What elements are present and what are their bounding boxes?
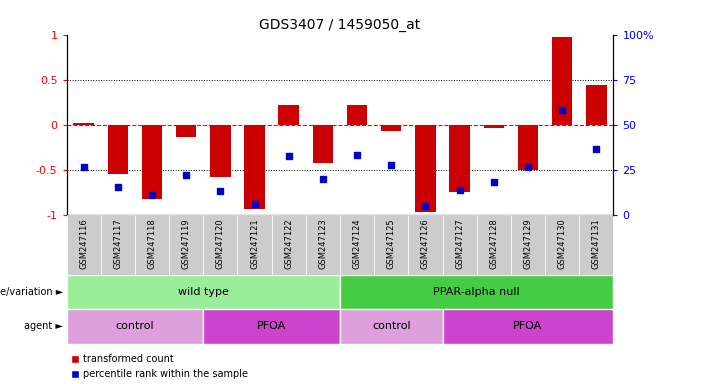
Bar (244, 125, 265, 209)
Bar (347, 105, 367, 125)
Bar (272, 215, 306, 275)
Text: GSM247123: GSM247123 (318, 218, 327, 269)
Bar (108, 125, 128, 174)
Bar (67, 309, 203, 344)
Text: GSM247125: GSM247125 (387, 218, 396, 269)
Bar (238, 215, 272, 275)
Bar (210, 125, 231, 177)
Bar (442, 215, 477, 275)
Bar (408, 215, 442, 275)
Title: GDS3407 / 1459050_at: GDS3407 / 1459050_at (259, 18, 421, 32)
Bar (442, 309, 613, 344)
Bar (74, 123, 94, 125)
Bar (67, 215, 101, 275)
Text: GSM247126: GSM247126 (421, 218, 430, 269)
Text: agent ►: agent ► (25, 321, 63, 331)
Legend: transformed count, percentile rank within the sample: transformed count, percentile rank withi… (72, 354, 248, 379)
Text: GSM247122: GSM247122 (284, 218, 293, 269)
Text: genotype/variation ►: genotype/variation ► (0, 287, 63, 297)
Bar (340, 215, 374, 275)
Bar (415, 125, 435, 212)
Bar (142, 125, 162, 199)
Bar (340, 309, 442, 344)
Text: GSM247116: GSM247116 (79, 218, 88, 269)
Bar (313, 125, 333, 163)
Bar (517, 125, 538, 170)
Text: control: control (116, 321, 154, 331)
Text: GSM247127: GSM247127 (455, 218, 464, 269)
Bar (135, 215, 169, 275)
Text: GSM247129: GSM247129 (524, 218, 533, 269)
Text: GSM247118: GSM247118 (147, 218, 156, 269)
Text: GSM247119: GSM247119 (182, 218, 191, 269)
Text: PFOA: PFOA (513, 321, 543, 331)
Bar (381, 125, 402, 131)
Bar (176, 125, 196, 137)
Bar (203, 309, 340, 344)
Bar (484, 125, 504, 128)
Text: GSM247120: GSM247120 (216, 218, 225, 269)
Bar (511, 215, 545, 275)
Text: control: control (372, 321, 411, 331)
Bar (278, 105, 299, 125)
Bar (306, 215, 340, 275)
Bar (477, 215, 511, 275)
Text: GSM247131: GSM247131 (592, 218, 601, 269)
Text: PPAR-alpha null: PPAR-alpha null (433, 287, 520, 297)
Bar (101, 215, 135, 275)
Bar (340, 275, 613, 309)
Text: wild type: wild type (178, 287, 229, 297)
Bar (203, 215, 238, 275)
Bar (579, 215, 613, 275)
Bar (67, 275, 340, 309)
Bar (586, 85, 606, 125)
Text: GSM247124: GSM247124 (353, 218, 362, 269)
Bar (374, 215, 408, 275)
Text: GSM247117: GSM247117 (114, 218, 123, 269)
Text: GSM247128: GSM247128 (489, 218, 498, 269)
Bar (545, 215, 579, 275)
Bar (169, 215, 203, 275)
Text: GSM247130: GSM247130 (557, 218, 566, 269)
Bar (552, 37, 572, 125)
Text: GSM247121: GSM247121 (250, 218, 259, 269)
Bar (449, 125, 470, 192)
Text: PFOA: PFOA (257, 321, 286, 331)
